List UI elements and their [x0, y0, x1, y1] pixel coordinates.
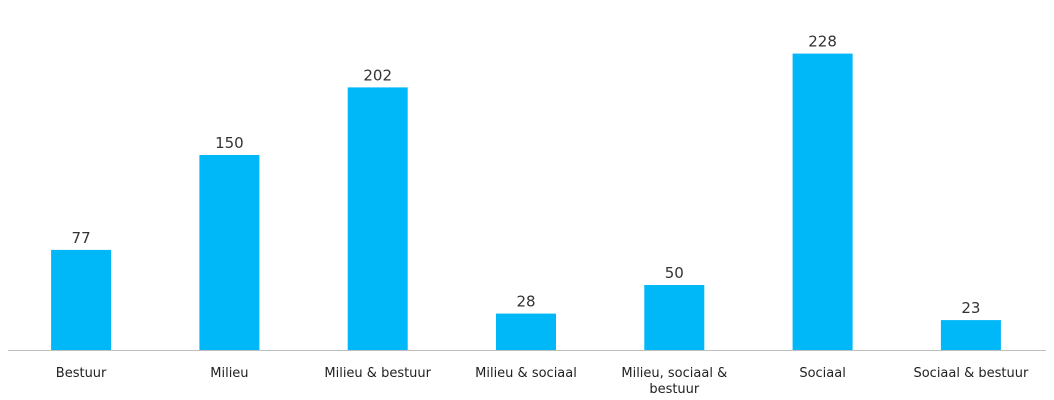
data-label-5: 50 [665, 264, 684, 282]
bar-3 [347, 87, 408, 351]
category-label-2: Milieu [210, 366, 248, 381]
data-label-2: 150 [215, 134, 244, 152]
category-label-line: Milieu [210, 366, 248, 381]
bars-layer [51, 53, 1001, 351]
bar-5 [644, 285, 705, 350]
data-label-6: 228 [808, 33, 837, 51]
category-label-7: Sociaal & bestuur [913, 366, 1029, 381]
data-labels-layer: 77 150 202 28 50 228 23 [72, 33, 981, 318]
category-label-1: Bestuur [56, 366, 107, 381]
bar-4 [496, 313, 556, 350]
category-label-line: Sociaal [799, 366, 846, 381]
category-label-line: bestuur [649, 382, 700, 397]
bar-7 [940, 320, 1001, 350]
category-label-line: Milieu & sociaal [475, 366, 577, 381]
data-label-7: 23 [961, 299, 980, 317]
bar-2 [199, 155, 260, 350]
bar-1 [51, 249, 112, 350]
category-label-line: Milieu & bestuur [324, 366, 431, 381]
bar-6 [792, 53, 853, 350]
data-label-4: 28 [516, 293, 535, 311]
category-label-5: Milieu, sociaal & bestuur [621, 366, 727, 397]
category-label-line: Bestuur [56, 366, 107, 381]
category-label-6: Sociaal [799, 366, 846, 381]
data-label-3: 202 [363, 66, 392, 84]
category-label-line: Milieu, sociaal & [621, 366, 727, 381]
category-label-line: Sociaal & bestuur [913, 366, 1029, 381]
category-labels-layer: Bestuur Milieu Milieu & bestuur Milieu & so… [56, 366, 1029, 397]
category-label-3: Milieu & bestuur [324, 366, 431, 381]
category-label-4: Milieu & sociaal [475, 366, 577, 381]
data-label-1: 77 [72, 229, 91, 247]
